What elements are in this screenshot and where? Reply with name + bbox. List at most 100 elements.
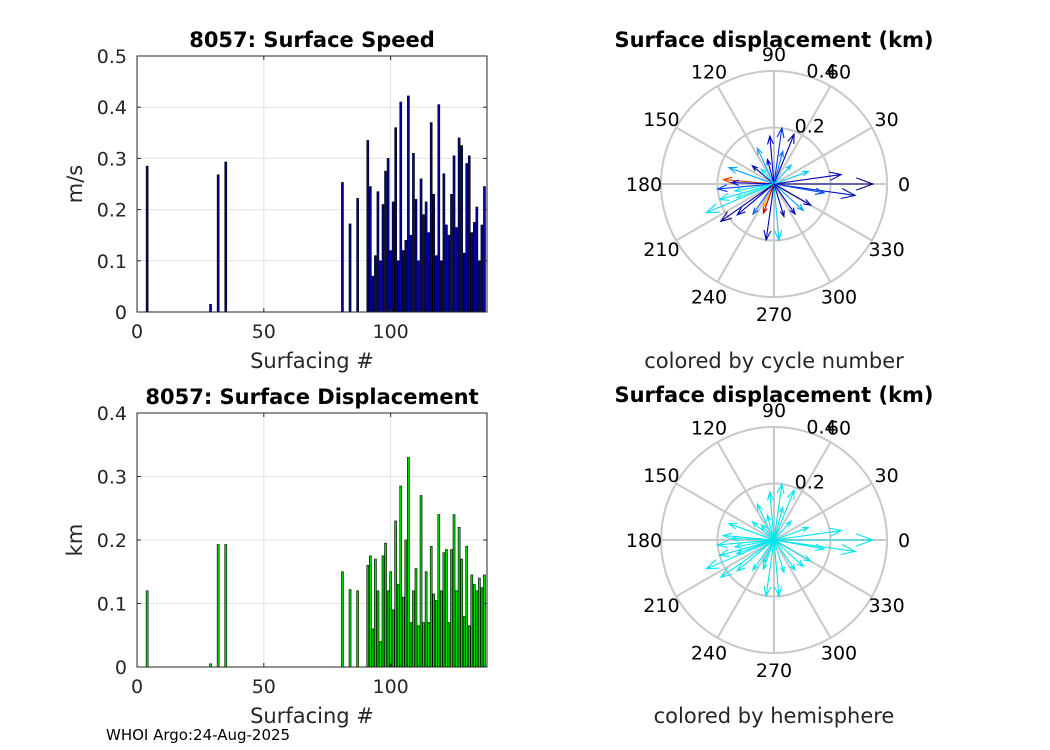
bar	[401, 596, 405, 668]
bar	[455, 590, 458, 668]
vector-arrowhead	[814, 187, 826, 195]
vector-arrowhead	[778, 505, 784, 514]
vector-arrowhead	[730, 179, 740, 186]
vector-arrowhead	[803, 198, 813, 206]
bar	[412, 590, 415, 668]
vector-arrowhead	[716, 184, 728, 193]
bar	[404, 539, 408, 668]
bar	[371, 275, 375, 313]
x-axis-label: Surfacing #	[250, 349, 374, 373]
bar	[422, 622, 425, 668]
vector-arrowhead	[779, 210, 785, 218]
bar	[447, 234, 451, 313]
bar	[475, 206, 479, 313]
angle-label: 330	[868, 239, 904, 261]
displacement-vector	[773, 170, 809, 185]
bar	[460, 558, 463, 668]
angle-label: 30	[874, 109, 898, 131]
angle-label: 30	[874, 465, 898, 487]
bar	[432, 193, 436, 313]
vector-arrowhead	[801, 526, 811, 533]
bar	[465, 163, 469, 313]
vector-arrowhead	[829, 171, 843, 181]
bar	[450, 549, 453, 668]
bar	[341, 571, 344, 668]
displacement-vector	[769, 136, 775, 185]
angle-label: 300	[821, 287, 857, 309]
displacement-vector	[773, 183, 811, 206]
displacement-vector	[773, 183, 780, 241]
vector-arrowhead	[829, 527, 843, 537]
polar-spoke	[675, 183, 775, 242]
polar-spoke	[675, 539, 775, 598]
polar-spoke	[773, 441, 832, 541]
vector-arrowhead	[789, 563, 796, 572]
polar-spoke	[773, 126, 873, 185]
bar	[356, 198, 359, 313]
displacement-vector	[731, 181, 775, 185]
bar	[391, 201, 395, 313]
displacement-vector	[773, 183, 785, 217]
bar	[473, 222, 476, 313]
displacement-vector	[762, 183, 775, 214]
bar	[404, 240, 408, 313]
bar	[374, 255, 377, 313]
angle-label: 240	[691, 287, 727, 309]
radial-tick-label: 0.4	[806, 60, 836, 82]
x-tick-label: 0	[131, 321, 143, 343]
bar	[432, 593, 436, 668]
vector-arrowhead	[774, 230, 783, 242]
y-tick-label: 0.1	[97, 594, 127, 616]
polar-spoke	[773, 85, 832, 185]
bar	[480, 587, 484, 668]
vector-arrowhead	[763, 585, 772, 598]
bar	[460, 145, 463, 313]
bar	[401, 250, 405, 313]
bar	[396, 584, 400, 668]
bar	[473, 584, 476, 668]
displacement-vector	[766, 159, 775, 185]
bar	[445, 224, 448, 313]
bar	[440, 260, 443, 313]
vector-arrowhead	[814, 543, 826, 551]
bar	[348, 223, 352, 313]
y-tick-label: 0.5	[97, 46, 127, 68]
bar	[457, 137, 461, 313]
bar	[389, 571, 392, 668]
bar	[209, 304, 212, 313]
chart-title: 8057: Surface Speed	[189, 28, 435, 52]
polar-spoke	[773, 183, 832, 283]
displacement-vector	[734, 539, 775, 548]
bar	[455, 227, 458, 313]
vector-arrowhead	[719, 211, 733, 223]
displacement-vector	[760, 524, 775, 541]
vector-arrowhead	[766, 157, 772, 166]
bar	[467, 155, 471, 313]
angle-label: 150	[643, 465, 679, 487]
bar	[389, 250, 392, 313]
bar	[478, 577, 481, 668]
displacement-vector	[706, 183, 775, 214]
bar	[452, 514, 456, 668]
bar	[386, 590, 390, 668]
bar	[374, 558, 377, 668]
y-tick-label: 0	[115, 657, 127, 679]
radial-tick-label: 0.2	[795, 472, 825, 494]
displacement-vector	[773, 490, 795, 541]
chart-subtitle: colored by cycle number	[644, 349, 904, 373]
bar	[348, 589, 352, 668]
displacement-vector	[752, 183, 775, 215]
bar	[470, 574, 474, 668]
vector-arrowhead	[760, 167, 767, 175]
vector-arrowhead	[727, 523, 738, 530]
bar	[434, 600, 438, 668]
vector-arrowhead	[767, 490, 774, 501]
vector-arrowhead	[855, 533, 875, 547]
bar	[475, 590, 479, 668]
bar	[145, 590, 149, 668]
bar	[414, 199, 418, 313]
vector-arrowhead	[752, 563, 759, 572]
displacement-vector	[773, 134, 795, 185]
bar	[419, 495, 423, 668]
